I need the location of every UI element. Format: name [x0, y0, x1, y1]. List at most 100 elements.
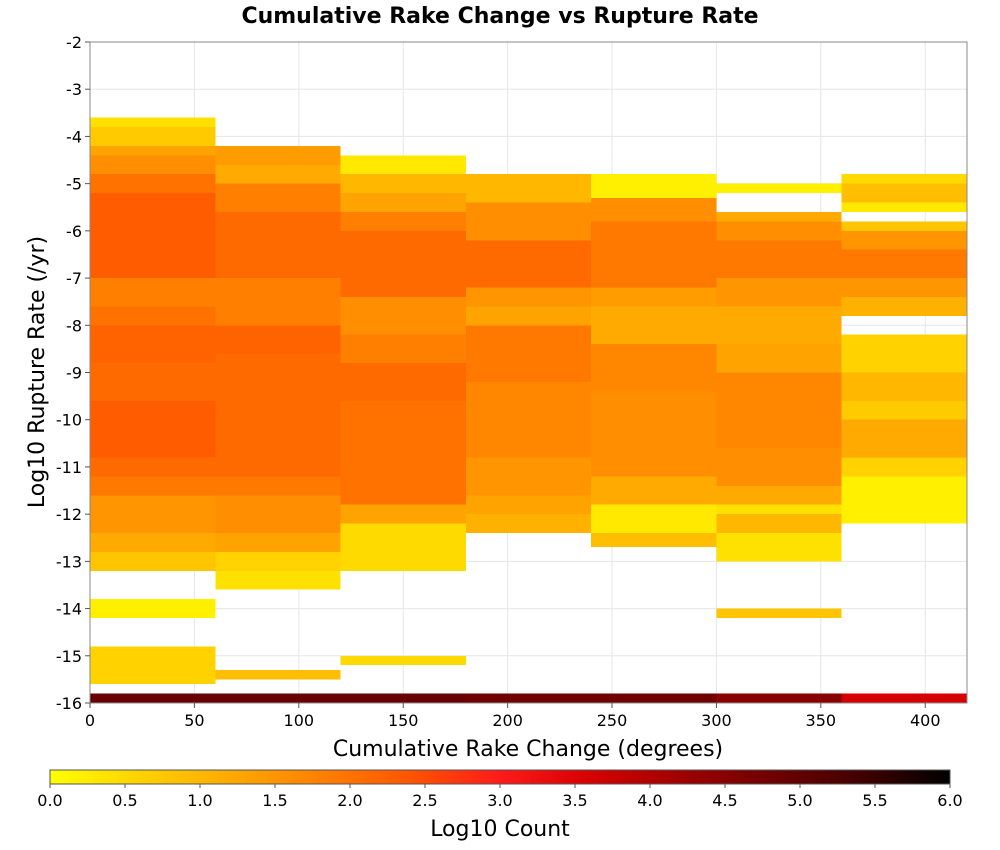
heatmap-cell: [90, 457, 216, 477]
heatmap-cell: [90, 155, 216, 175]
heatmap-cell: [340, 655, 466, 666]
heatmap-cell: [465, 287, 592, 307]
heatmap-cell: [591, 344, 717, 392]
colorbar-tick-label: 6.0: [937, 791, 962, 810]
heatmap-cell: [841, 202, 967, 212]
heatmap-cell: [841, 174, 967, 184]
heatmap-cell: [90, 117, 216, 127]
heatmap-cell: [716, 211, 842, 222]
colorbar-tick-label: 4.5: [712, 791, 737, 810]
heatmap-cell: [215, 183, 341, 212]
heatmap-cell: [90, 476, 216, 496]
heatmap-cell-bottom-row: [465, 693, 592, 703]
heatmap-cell: [841, 457, 967, 477]
heatmap-cell: [215, 570, 341, 590]
x-tick-label: 250: [597, 711, 628, 730]
x-axis-label: Cumulative Rake Change (degrees): [333, 737, 723, 762]
heatmap-cell: [716, 448, 842, 486]
colorbar: 0.0 0.5 1.0 1.5 2.0 2.5 3.0 3.5 4.0 4.5 5.0 5.5 6.0 …: [37, 769, 963, 842]
heatmap-cell: [591, 306, 717, 345]
heatmap-cell: [90, 533, 216, 552]
heatmap-cell: [716, 504, 842, 515]
colorbar-tick-label: 1.5: [262, 791, 287, 810]
heatmap-cell: [465, 457, 592, 496]
y-tick-label: -10: [56, 411, 82, 430]
heatmap-cell: [841, 296, 967, 316]
heatmap-cell: [215, 164, 341, 184]
colorbar-gradient: [49, 769, 951, 785]
heatmap-cell: [215, 551, 341, 571]
heatmap-cell-bottom-row: [591, 693, 717, 703]
heatmap-cell: [90, 325, 216, 364]
y-tick-label: -15: [56, 647, 82, 666]
heatmap-cell: [716, 183, 842, 194]
heatmap-cell: [340, 193, 466, 212]
y-tick-label: -6: [66, 222, 82, 241]
heatmap-cell: [716, 608, 842, 619]
heatmap-cell: [841, 476, 967, 524]
heatmap-cell: [591, 533, 717, 548]
heatmap-cell: [215, 211, 341, 279]
heatmap-cell: [215, 476, 341, 496]
colorbar-label: Log10 Count: [430, 817, 570, 842]
heatmap-cell: [465, 240, 592, 288]
heatmap-cell: [90, 126, 216, 146]
heatmap-cell: [841, 400, 967, 420]
heatmap-cell: [340, 363, 466, 401]
heatmap-cell: [90, 193, 216, 279]
colorbar-tick-label: 1.0: [187, 791, 212, 810]
heatmap-cell: [716, 221, 842, 241]
heatmap-cell: [716, 372, 842, 449]
colorbar-tick-label: 2.5: [412, 791, 437, 810]
heatmap-cell: [841, 372, 967, 401]
heatmap-cell: [215, 325, 341, 354]
x-tick-label: 0: [85, 711, 95, 730]
colorbar-tick-label: 5.5: [862, 791, 887, 810]
x-tick-label: 100: [284, 711, 315, 730]
y-tick-label: -16: [56, 694, 82, 713]
x-tick-label: 150: [388, 711, 419, 730]
colorbar-ticks: 0.0 0.5 1.0 1.5 2.0 2.5 3.0 3.5 4.0 4.5 5.0 5.5 6.0: [37, 784, 963, 810]
plot-area: [89, 41, 968, 704]
heatmap-cell: [340, 523, 466, 571]
heatmap-cell: [465, 325, 592, 382]
y-tick-label: -11: [56, 458, 82, 477]
heatmap-cell: [716, 533, 842, 562]
heatmap-cell: [340, 400, 466, 505]
x-tick-label: 200: [492, 711, 523, 730]
heatmap-cell-bottom-row: [215, 693, 341, 703]
y-tick-label: -14: [56, 600, 82, 619]
colorbar-tick-label: 2.0: [337, 791, 362, 810]
heatmap-cell-bottom-row: [841, 693, 967, 703]
heatmap-cell: [465, 174, 592, 203]
heatmap-cell: [841, 249, 967, 279]
heatmap-cell: [716, 485, 842, 505]
x-axis-ticks: 0 50 100 150 200 250 300 350 400: [85, 703, 941, 730]
x-tick-label: 300: [701, 711, 732, 730]
heatmap-cell: [716, 344, 842, 373]
heatmap-cell: [215, 353, 341, 477]
heatmap-cell: [90, 174, 216, 194]
heatmap-cell: [716, 240, 842, 279]
colorbar-tick-label: 5.0: [787, 791, 812, 810]
heatmap-cell: [591, 476, 717, 505]
heatmap-cell: [841, 419, 967, 458]
heatmap-cell: [90, 400, 216, 458]
colorbar-tick-label: 0.0: [37, 791, 62, 810]
heatmap-cell: [215, 278, 341, 326]
heatmap-cell: [591, 391, 717, 477]
heatmap-cell: [340, 230, 466, 297]
heatmap-cell: [841, 183, 967, 203]
y-tick-label: -9: [66, 364, 82, 383]
heatmap-cell: [465, 514, 592, 534]
heatmap-cell: [716, 306, 842, 345]
heatmap-cell: [465, 495, 592, 515]
y-tick-label: -3: [66, 80, 82, 99]
heatmap-cell-bottom-row: [716, 693, 842, 703]
heatmap-cell: [591, 504, 717, 534]
heatmap-cell: [90, 145, 216, 156]
heatmap-cell: [591, 287, 717, 307]
y-tick-label: -12: [56, 505, 82, 524]
x-tick-label: 350: [806, 711, 837, 730]
heatmap-cell: [215, 669, 341, 680]
